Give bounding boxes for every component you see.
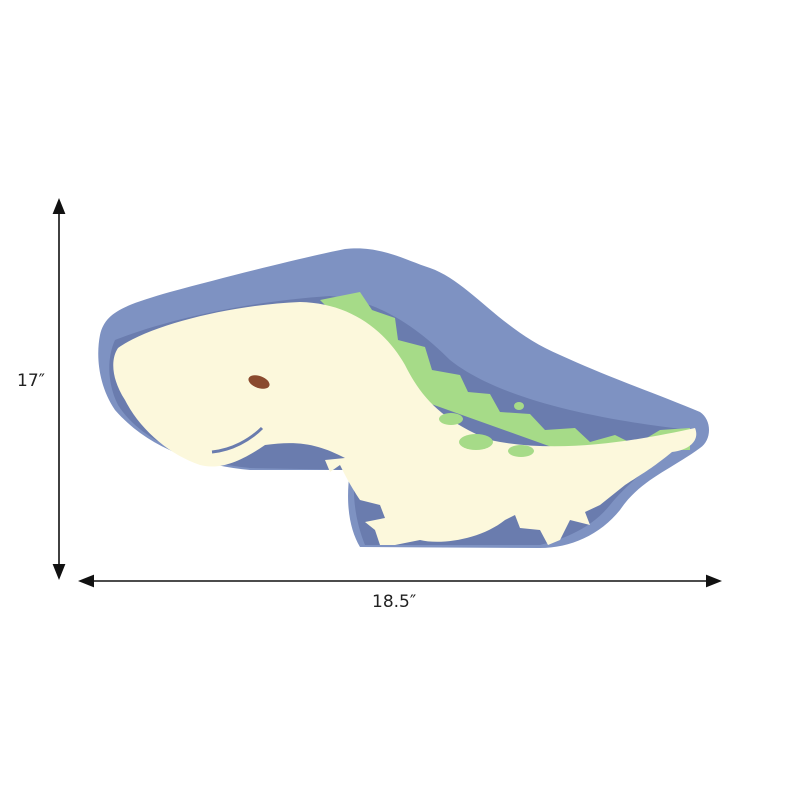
dino-body xyxy=(113,302,697,545)
dino-spot xyxy=(508,445,534,457)
dino-eye xyxy=(248,375,270,389)
dino-spot xyxy=(459,434,493,450)
dino-spot xyxy=(514,402,524,410)
width-label: 18.5″ xyxy=(372,592,417,612)
height-label: 17″ xyxy=(17,371,45,391)
dino-mouth xyxy=(211,426,264,454)
dino-spot xyxy=(439,413,463,425)
